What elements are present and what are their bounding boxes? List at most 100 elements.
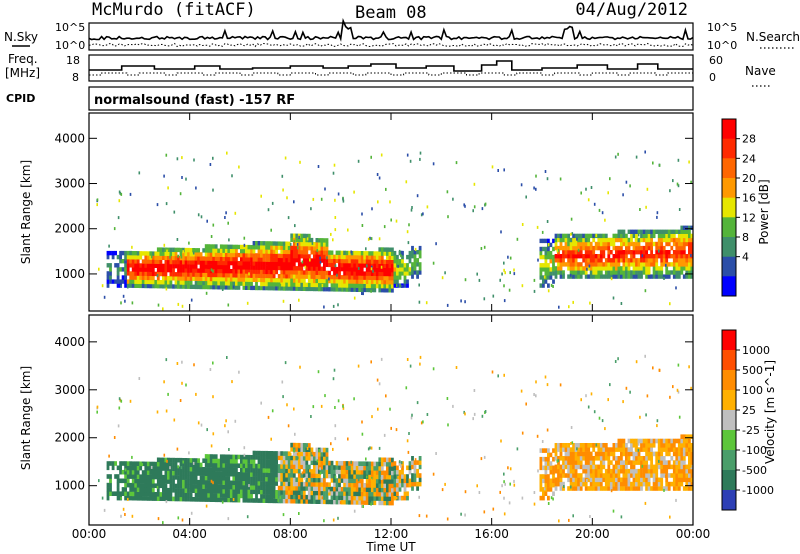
velocity-cell <box>632 481 636 487</box>
velocity-cell <box>245 454 248 460</box>
velocity-cell <box>533 491 536 494</box>
velocity-cell <box>552 469 555 475</box>
power-cell <box>124 263 127 268</box>
velocity-cell <box>350 465 354 471</box>
power-cell <box>167 276 170 281</box>
power-cell <box>199 256 203 261</box>
power-cell <box>240 244 243 250</box>
power-cell <box>390 218 392 222</box>
velocity-cell <box>310 456 314 461</box>
velocity-cell <box>199 479 203 485</box>
velocity-cell <box>589 464 593 470</box>
power-cell <box>622 258 626 263</box>
velocity-cell <box>315 451 319 457</box>
velocity-cell <box>270 437 272 441</box>
velocity-cell <box>204 471 208 476</box>
velocity-cell <box>680 451 684 457</box>
velocity-cell <box>282 485 286 491</box>
power-cell <box>632 258 636 263</box>
power-cell <box>408 271 412 276</box>
power-cell <box>604 241 608 247</box>
power-cell <box>360 271 364 276</box>
power-cell <box>280 253 284 259</box>
velocity-cell <box>224 463 228 468</box>
power-cell <box>315 274 319 279</box>
power-cell <box>101 284 104 288</box>
power-cell <box>365 247 367 251</box>
velocity-cell <box>393 474 397 479</box>
power-cell <box>109 275 112 280</box>
power-cell <box>141 283 145 289</box>
power-cell <box>330 250 334 255</box>
power-cell <box>224 216 226 219</box>
velocity-cell <box>179 475 183 480</box>
velocity-cell <box>652 451 656 457</box>
velocity-cell <box>222 463 226 468</box>
velocity-cell <box>116 491 120 496</box>
power-cell <box>124 267 127 272</box>
velocity-cell <box>677 468 681 474</box>
power-cell <box>617 245 621 251</box>
power-cell <box>325 238 329 243</box>
velocity-cell <box>533 393 535 396</box>
velocity-cell <box>156 457 160 463</box>
velocity-cell <box>340 469 344 475</box>
power-cell <box>305 262 309 267</box>
velocity-cell <box>640 486 643 491</box>
velocity-cell <box>338 499 341 505</box>
power-cell <box>219 244 223 249</box>
power-cell <box>275 245 278 250</box>
velocity-cell <box>361 420 363 424</box>
velocity-cell <box>157 517 160 521</box>
power-cell <box>665 262 669 267</box>
velocity-cell <box>224 497 228 503</box>
power-cell <box>252 277 256 282</box>
velocity-cell <box>214 484 218 490</box>
power-cell <box>622 229 626 234</box>
velocity-cell <box>189 475 193 480</box>
power-cell <box>398 267 402 272</box>
velocity-cell <box>593 410 596 414</box>
velocity-cell <box>343 482 346 488</box>
power-cell <box>419 157 421 161</box>
velocity-cell <box>569 468 573 474</box>
power-cell <box>134 275 138 280</box>
velocity-cell <box>255 489 258 495</box>
power-cell <box>298 298 300 302</box>
power-cell <box>204 268 208 273</box>
velocity-cell <box>657 451 661 457</box>
velocity-cell <box>554 477 558 483</box>
velocity-cell <box>418 473 422 478</box>
power-cell <box>217 276 221 282</box>
power-cell <box>383 279 387 285</box>
power-cell <box>305 286 309 292</box>
power-cell <box>558 305 560 309</box>
velocity-cell <box>207 484 211 489</box>
power-cell <box>375 259 379 264</box>
velocity-cell <box>637 473 641 478</box>
power-cell <box>328 262 331 268</box>
power-cell <box>358 279 362 284</box>
power-cell <box>685 241 689 247</box>
power-cell <box>280 245 284 250</box>
power-cell <box>250 277 253 282</box>
power-cell <box>544 246 548 252</box>
power-cell <box>212 156 214 160</box>
velocity-cell <box>632 464 636 470</box>
velocity-cell <box>670 481 674 487</box>
velocity-cell <box>167 392 169 396</box>
power-cell <box>407 241 410 245</box>
power-cell <box>655 274 659 279</box>
velocity-cell <box>345 478 349 483</box>
power-cell <box>335 283 339 288</box>
power-cell <box>323 278 326 284</box>
power-cell <box>250 253 253 258</box>
velocity-cell <box>280 451 284 456</box>
velocity-cell <box>357 364 360 368</box>
power-cell <box>348 267 351 272</box>
power-cell <box>562 250 565 255</box>
power-cell <box>212 272 216 278</box>
power-cell <box>177 254 179 258</box>
power-cell <box>544 271 548 276</box>
power-cell <box>642 266 646 271</box>
